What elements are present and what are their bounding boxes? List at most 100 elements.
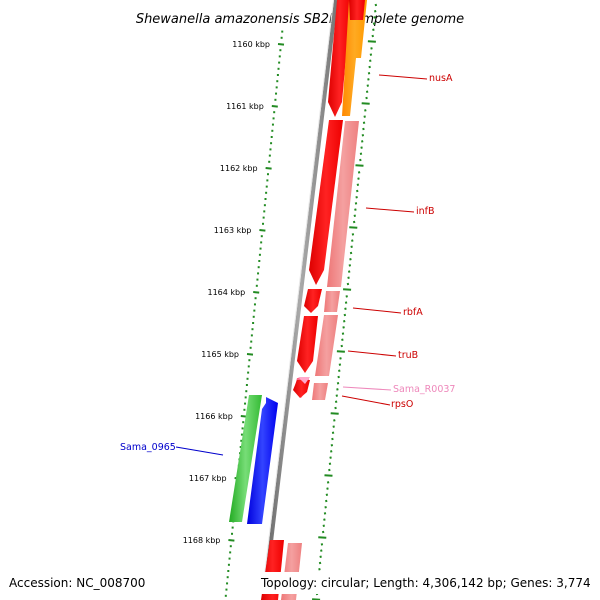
right-ruler-minor-tick (373, 16, 376, 19)
right-ruler-minor-tick (359, 158, 362, 162)
ruler-minor-ticks (224, 30, 284, 597)
gene-label-nusA[interactable]: nusA (429, 73, 453, 84)
right-ruler-minor-tick (354, 202, 358, 205)
right-ruler-minor-tick (344, 307, 347, 311)
right-ruler-minor-tick (352, 220, 356, 224)
right-ruler-minor-tick (367, 71, 371, 75)
gene-forward-6[interactable] (293, 380, 310, 398)
infB-leader (365, 207, 415, 213)
right-ruler-minor-tick (354, 208, 357, 211)
right-ruler-minor-tick (326, 481, 330, 484)
right-ruler-minor-tick (331, 431, 335, 435)
right-ruler-minor-tick (339, 357, 342, 360)
right-ruler-minor-tick (322, 524, 325, 528)
right-ruler-minor-tick (349, 257, 352, 261)
gene-light-5[interactable] (312, 383, 328, 400)
gene-sama-r0037-marker[interactable] (298, 377, 310, 384)
gene-label-Sama_R0037[interactable]: Sama_R0037 (393, 384, 455, 395)
gene-forward-3[interactable] (304, 289, 322, 313)
right-ruler-minor-tick (351, 239, 354, 242)
right-ruler-minor-tick (318, 567, 321, 571)
ruler-major-tick (246, 353, 254, 356)
right-ruler-major-tick (349, 226, 358, 229)
right-ruler-minor-tick (367, 78, 370, 81)
ruler-label: 1167 kbp (189, 474, 227, 483)
gene-light-1b[interactable] (349, 0, 365, 20)
genome-backbone-highlight (261, 0, 334, 600)
right-ruler-minor-tick (368, 65, 371, 69)
right-ruler-minor-tick (371, 34, 374, 38)
gene-light-4[interactable] (315, 315, 338, 376)
right-ruler-minor-tick (333, 419, 336, 422)
right-ruler-minor-tick (323, 518, 326, 521)
right-ruler-minor-tick (330, 443, 334, 447)
right-ruler-minor-tick (365, 90, 369, 94)
right-ruler-minor-tick (318, 561, 322, 565)
right-ruler-minor-tick (360, 140, 364, 143)
right-ruler-major-tick (361, 102, 370, 105)
ruler-label: 1163 kbp (214, 226, 252, 235)
right-ruler-minor-tick (334, 406, 337, 410)
map-title: Shewanella amazonensis SB2B, complete ge… (136, 12, 464, 27)
gene-forward-2[interactable] (309, 120, 343, 285)
right-ruler-minor-tick (349, 251, 353, 255)
right-ruler-minor-tick (374, 9, 377, 13)
right-ruler-minor-tick (336, 388, 339, 391)
right-ruler-minor-tick (328, 462, 332, 466)
right-ruler-minor-tick (345, 295, 348, 298)
right-ruler-minor-tick (364, 109, 367, 112)
right-ruler-minor-tick (350, 245, 353, 249)
ruler-label: 1162 kbp (220, 164, 258, 173)
ruler-label: 1166 kbp (195, 412, 233, 421)
right-ruler-minor-tick (359, 152, 363, 156)
right-ruler-major-tick (367, 40, 376, 43)
right-ruler-minor-tick (362, 121, 366, 125)
gene-sama-0965-green[interactable] (229, 395, 262, 522)
right-ruler-minor-tick (341, 332, 345, 335)
rpsO-leader (341, 395, 391, 406)
truB-leader (347, 350, 397, 357)
Sama_R0037-leader (342, 386, 392, 391)
gene-label-rpsO[interactable]: rpsO (391, 399, 413, 410)
gene-light-3[interactable] (324, 291, 340, 312)
gene-sama-0965-blue[interactable] (247, 397, 278, 524)
gene-light-1[interactable] (342, 0, 367, 116)
right-ruler-minor-tick (347, 270, 351, 273)
gene-label-Sama_0965[interactable]: Sama_0965 (120, 442, 176, 453)
right-ruler-minor-tick (363, 115, 366, 118)
nusA-leader (378, 74, 428, 80)
gene-forward-1[interactable] (328, 0, 351, 117)
right-ruler-minor-tick (348, 264, 352, 267)
genome-backbone (262, 0, 338, 600)
right-ruler-minor-tick (336, 381, 340, 385)
right-ruler-minor-tick (343, 313, 347, 317)
rbfA-leader (352, 307, 402, 314)
right-ruler-minor-tick (337, 375, 340, 379)
ruler-right-ticks (312, 3, 378, 600)
right-ruler-minor-tick (366, 84, 370, 87)
right-ruler-minor-tick (369, 59, 372, 63)
right-ruler-major-tick (343, 288, 352, 291)
right-ruler-minor-tick (321, 530, 325, 534)
right-ruler-minor-tick (331, 437, 334, 441)
ruler-label: 1161 kbp (226, 102, 264, 111)
right-ruler-major-tick (318, 536, 327, 539)
right-ruler-major-tick (330, 412, 339, 415)
gene-label-infB[interactable]: infB (416, 206, 435, 217)
gene-label-rbfA[interactable]: rbfA (403, 307, 423, 318)
right-ruler-major-tick (355, 164, 364, 167)
gene-forward-4[interactable] (297, 316, 318, 373)
right-ruler-minor-tick (329, 450, 333, 453)
right-ruler-minor-tick (361, 133, 365, 137)
right-ruler-minor-tick (347, 276, 350, 280)
right-ruler-minor-tick (341, 338, 344, 342)
gene-label-truB[interactable]: truB (398, 350, 418, 361)
right-ruler-minor-tick (356, 183, 360, 187)
ruler-label: 1168 kbp (183, 536, 221, 545)
right-ruler-minor-tick (343, 319, 346, 323)
gene-light-2[interactable] (327, 121, 359, 287)
right-ruler-minor-tick (372, 22, 376, 25)
right-ruler-minor-tick (357, 177, 360, 180)
right-ruler-minor-tick (356, 189, 359, 193)
